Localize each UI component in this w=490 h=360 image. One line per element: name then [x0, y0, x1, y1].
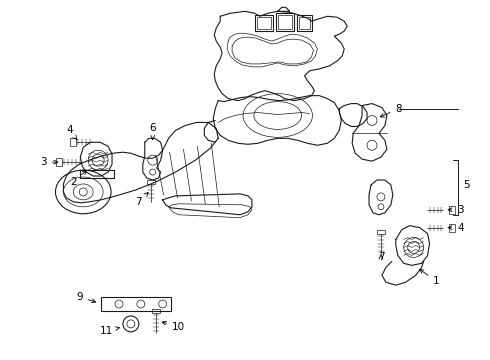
Text: 9: 9 [76, 292, 96, 303]
Text: 11: 11 [99, 326, 120, 336]
Text: 4: 4 [66, 125, 77, 140]
Bar [298, 17, 311, 29]
Text: 3: 3 [40, 157, 58, 167]
Text: 8: 8 [380, 104, 402, 117]
Bar [152, 309, 160, 313]
Bar [449, 206, 455, 214]
Text: 7: 7 [136, 193, 148, 207]
Text: 7: 7 [378, 252, 384, 262]
Text: 10: 10 [162, 321, 185, 332]
Bar [257, 17, 271, 29]
Bar [296, 15, 313, 31]
Bar [278, 15, 292, 29]
Bar [71, 138, 76, 146]
Text: 3: 3 [448, 205, 464, 215]
Bar [377, 230, 385, 234]
Bar [101, 297, 171, 311]
Bar [276, 13, 294, 31]
Text: 2: 2 [70, 171, 86, 187]
Text: 6: 6 [149, 123, 156, 139]
Text: 1: 1 [420, 269, 440, 286]
Bar [449, 224, 455, 231]
Bar [56, 158, 62, 166]
Bar [255, 15, 273, 31]
Bar [147, 180, 155, 184]
Text: 4: 4 [448, 222, 464, 233]
Text: 5: 5 [463, 180, 469, 190]
